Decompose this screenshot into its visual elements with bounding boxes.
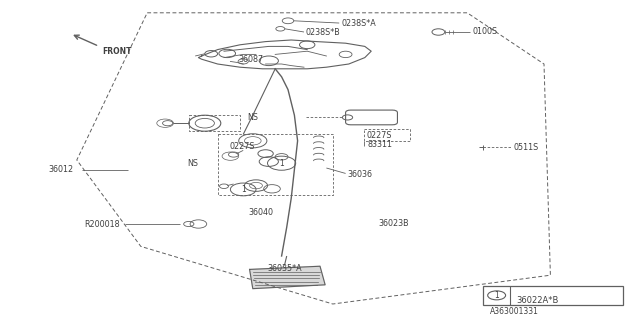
Text: 1: 1 — [279, 159, 284, 168]
Text: 0238S*A: 0238S*A — [341, 19, 376, 28]
Polygon shape — [250, 266, 325, 289]
Text: R200018: R200018 — [84, 220, 120, 229]
Text: 1: 1 — [241, 185, 246, 194]
Text: NS: NS — [248, 113, 259, 122]
Text: 36023B: 36023B — [379, 219, 410, 228]
Text: 36036: 36036 — [348, 170, 372, 179]
Text: A363001331: A363001331 — [490, 308, 538, 316]
Text: 36012: 36012 — [48, 165, 73, 174]
Text: 0227S: 0227S — [366, 131, 392, 140]
Text: 36087: 36087 — [238, 55, 263, 64]
Text: 0511S: 0511S — [514, 143, 539, 152]
Text: 36035*A: 36035*A — [268, 264, 302, 273]
Text: 1: 1 — [494, 291, 499, 300]
Text: 36022A*B: 36022A*B — [516, 296, 559, 305]
Text: 0100S: 0100S — [472, 28, 497, 36]
Text: FRONT: FRONT — [102, 47, 132, 56]
Text: NS: NS — [188, 159, 198, 168]
Text: 36040: 36040 — [248, 208, 273, 217]
Text: 0238S*B: 0238S*B — [306, 28, 340, 37]
Text: 0227S: 0227S — [229, 142, 255, 151]
Text: 83311: 83311 — [368, 140, 393, 149]
